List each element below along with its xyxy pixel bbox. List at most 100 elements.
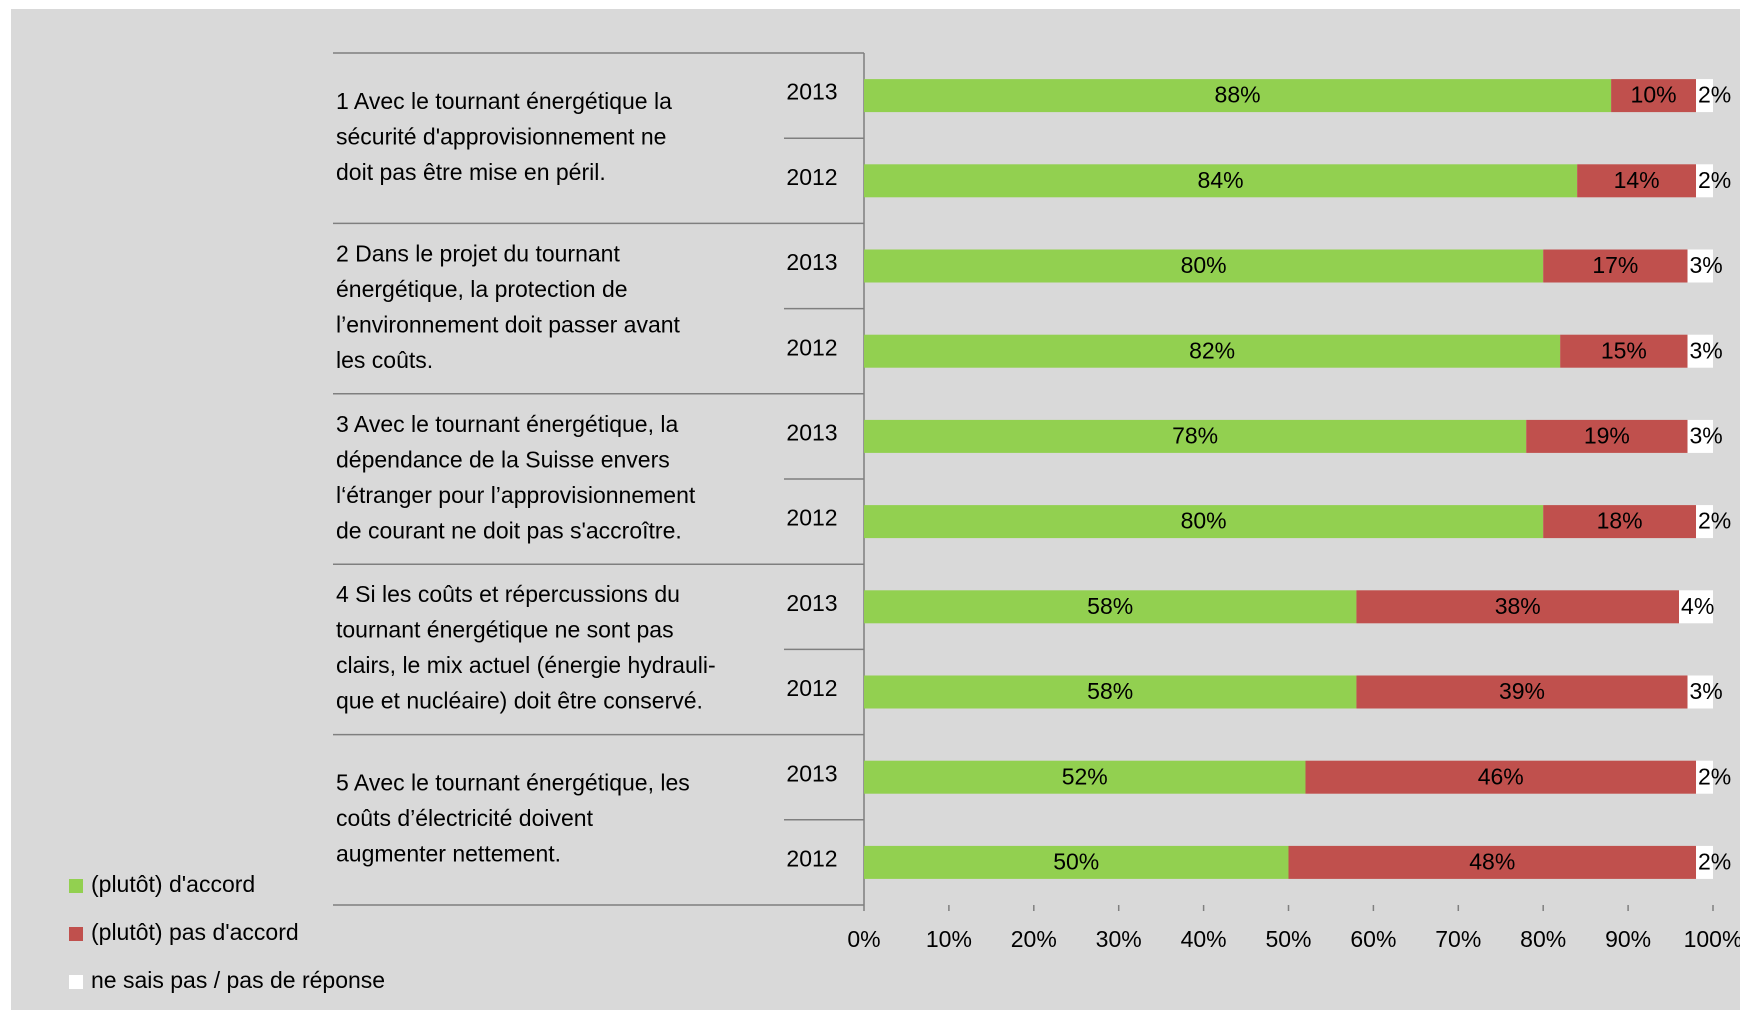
bar-segment — [1577, 164, 1697, 198]
y-tick-label: 2012 — [786, 505, 837, 531]
bar-segment — [1696, 79, 1713, 113]
bar-segment — [1305, 760, 1697, 794]
group-label: l’environnement doit passer avant — [336, 311, 681, 337]
data-label: 82% — [1189, 337, 1235, 363]
group-label: sécurité d'approvisionnement ne — [336, 123, 666, 149]
group-label: l‘étranger pour l’approvisionnement — [336, 482, 696, 508]
group-label: dépendance de la Suisse envers — [336, 446, 670, 472]
data-label: 2% — [1698, 167, 1731, 193]
data-label: 38% — [1495, 593, 1541, 619]
bar-segment — [864, 334, 1561, 368]
y-tick-label: 2012 — [786, 845, 837, 871]
bar-segment — [1543, 249, 1688, 283]
x-tick-label: 0% — [847, 926, 880, 952]
bar-segment — [1543, 505, 1697, 539]
data-label: 48% — [1469, 848, 1515, 874]
data-label: 84% — [1198, 167, 1244, 193]
bar-segment — [864, 760, 1306, 794]
bar-segment — [864, 675, 1357, 709]
group-label: que et nucléaire) doit être conservé. — [336, 688, 703, 714]
data-label: 18% — [1597, 508, 1643, 534]
bar-segment — [1288, 845, 1697, 879]
group-label: énergétique, la protection de — [336, 276, 628, 302]
x-tick-label: 80% — [1520, 926, 1566, 952]
group-label: les coûts. — [336, 347, 433, 373]
bar-segment — [1356, 590, 1680, 624]
bar-segment — [1696, 845, 1713, 879]
bar-segment — [1687, 675, 1713, 709]
y-tick-label: 2012 — [786, 675, 837, 701]
legend-swatch — [69, 879, 83, 893]
data-label: 3% — [1690, 337, 1723, 363]
data-label: 2% — [1698, 508, 1731, 534]
bar-segment — [1696, 760, 1713, 794]
group-label: coûts d’électricité doivent — [336, 805, 594, 831]
data-label: 80% — [1181, 508, 1227, 534]
legend-label: (plutôt) pas d'accord — [91, 919, 299, 945]
y-tick-label: 2012 — [786, 334, 837, 360]
group-label: augmenter nettement. — [336, 840, 561, 866]
x-tick-label: 40% — [1181, 926, 1227, 952]
bar-segment — [1356, 675, 1688, 709]
bar-segment — [864, 249, 1544, 283]
data-label: 17% — [1592, 252, 1638, 278]
bar-segment — [1560, 334, 1688, 368]
group-label: de courant ne doit pas s'accroître. — [336, 517, 682, 543]
data-label: 3% — [1690, 678, 1723, 704]
x-tick-label: 100% — [1684, 926, 1740, 952]
group-label: 1 Avec le tournant énergétique la — [336, 88, 672, 114]
x-tick-label: 60% — [1350, 926, 1396, 952]
data-label: 78% — [1172, 422, 1218, 448]
data-label: 2% — [1698, 82, 1731, 108]
legend-label: (plutôt) d'accord — [91, 871, 255, 897]
x-tick-label: 50% — [1265, 926, 1311, 952]
group-label: 2 Dans le projet du tournant — [336, 240, 620, 266]
y-tick-label: 2013 — [786, 419, 837, 445]
bar-segment — [1696, 164, 1713, 198]
bar-segment — [1526, 419, 1688, 453]
bar-segment — [1696, 505, 1713, 539]
data-label: 3% — [1690, 252, 1723, 278]
bar-segment — [864, 845, 1289, 879]
y-tick-label: 2013 — [786, 249, 837, 275]
data-label: 39% — [1499, 678, 1545, 704]
y-tick-label: 2013 — [786, 79, 837, 105]
y-tick-label: 2013 — [786, 590, 837, 616]
x-tick-label: 90% — [1605, 926, 1651, 952]
bar-segment — [864, 79, 1612, 113]
group-label: 3 Avec le tournant énergétique, la — [336, 411, 678, 437]
legend-label: ne sais pas / pas de réponse — [91, 967, 385, 993]
bar-segment — [864, 419, 1527, 453]
x-tick-label: 20% — [1011, 926, 1057, 952]
legend-swatch — [69, 927, 83, 941]
y-tick-label: 2012 — [786, 164, 837, 190]
data-label: 88% — [1215, 82, 1261, 108]
data-label: 50% — [1053, 848, 1099, 874]
bar-segment — [864, 164, 1578, 198]
x-tick-label: 30% — [1096, 926, 1142, 952]
group-label: doit pas être mise en péril. — [336, 159, 606, 185]
group-label: 4 Si les coûts et répercussions du — [336, 581, 680, 607]
data-label: 2% — [1698, 848, 1731, 874]
bar-segment — [864, 505, 1544, 539]
data-label: 80% — [1181, 252, 1227, 278]
bar-segment — [1687, 249, 1713, 283]
bar-segment — [864, 590, 1357, 624]
data-label: 15% — [1601, 337, 1647, 363]
bar-segment — [1611, 79, 1697, 113]
bar-segment — [1679, 590, 1713, 624]
legend-swatch — [69, 975, 83, 989]
group-label: clairs, le mix actuel (énergie hydrauli- — [336, 652, 716, 678]
data-label: 14% — [1614, 167, 1660, 193]
group-label: 5 Avec le tournant énergétique, les — [336, 769, 690, 795]
x-tick-label: 10% — [926, 926, 972, 952]
data-label: 58% — [1087, 593, 1133, 619]
y-tick-label: 2013 — [786, 760, 837, 786]
data-label: 10% — [1631, 82, 1677, 108]
data-label: 3% — [1690, 422, 1723, 448]
data-label: 19% — [1584, 422, 1630, 448]
data-label: 2% — [1698, 763, 1731, 789]
data-label: 4% — [1681, 593, 1714, 619]
